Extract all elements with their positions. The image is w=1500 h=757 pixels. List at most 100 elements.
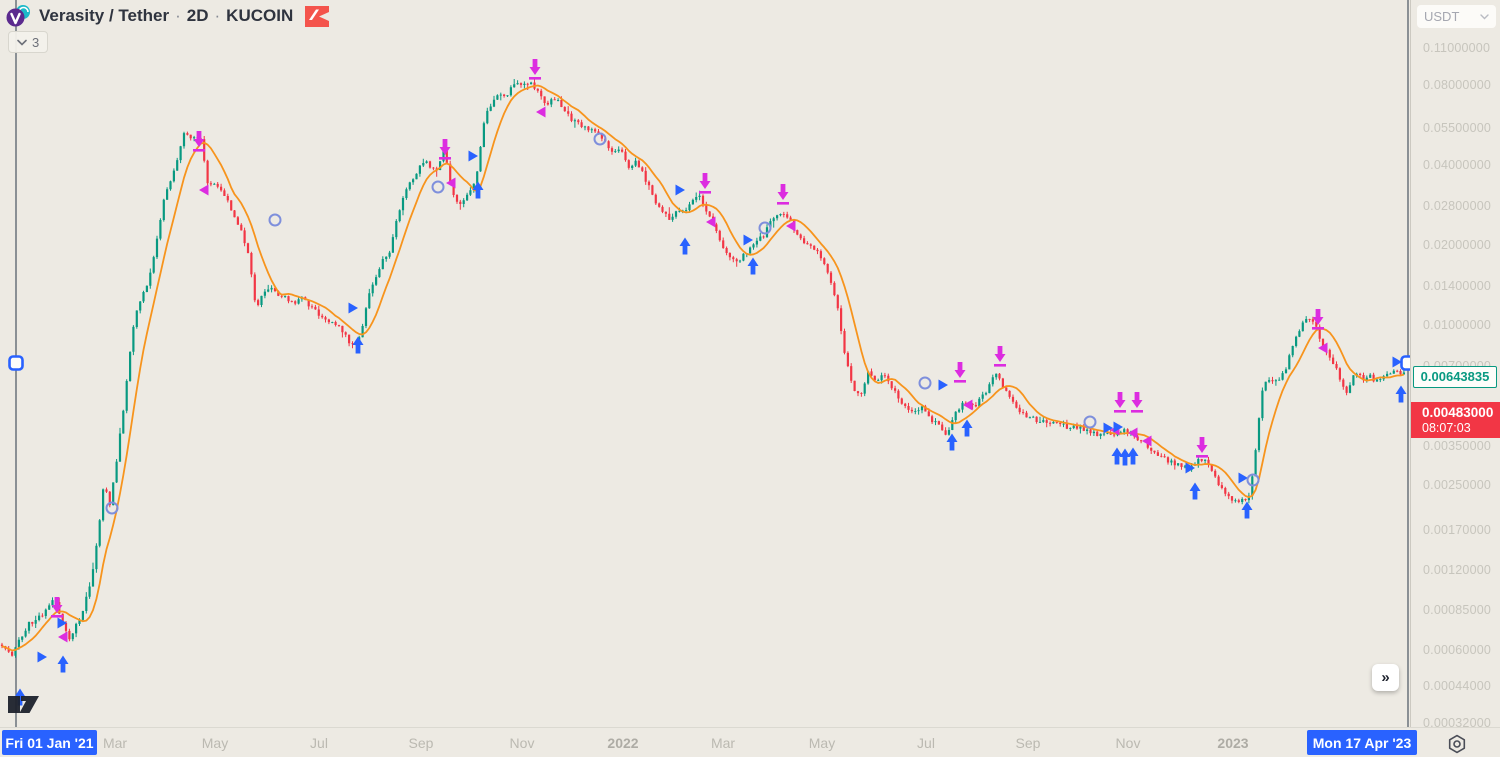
time-axis[interactable]: Mar May Jul Sep Nov 2022 Mar May Jul Sep Nov 2023 F… — [0, 727, 1500, 757]
drawing-drag-handle[interactable] — [8, 355, 24, 371]
currency-label: USDT — [1424, 9, 1460, 24]
drawing-drag-handle[interactable] — [1400, 355, 1411, 371]
price-axis-label: 0.00044000 — [1423, 679, 1492, 694]
buy-arrow-icon — [472, 181, 484, 199]
time-axis-label: Nov — [509, 735, 535, 751]
price-axis-label: 0.00170000 — [1423, 522, 1492, 537]
circle-signal-icon — [105, 501, 119, 515]
buy-arrow-icon — [1127, 447, 1139, 465]
kucoin-logo-icon — [305, 5, 330, 27]
symbol-title[interactable]: Verasity / Tether · 2D · KUCOIN — [39, 6, 293, 26]
circle-signal-icon — [918, 376, 932, 390]
left-triangle-icon — [58, 631, 68, 643]
right-triangle-icon — [675, 184, 685, 196]
price-axis-label: 0.11000000 — [1423, 41, 1491, 55]
sell-exit-arrow-icon — [954, 362, 966, 378]
symbol-name: Verasity / Tether — [39, 6, 170, 25]
price-axis-label: 0.00032000 — [1423, 715, 1492, 730]
separator-dot: · — [175, 6, 181, 25]
right-triangle-icon — [1185, 462, 1195, 474]
right-triangle-icon — [57, 617, 67, 629]
sell-exit-arrow-icon — [439, 139, 451, 155]
left-triangle-icon — [786, 220, 796, 232]
price-axis-label: 0.08000000 — [1423, 77, 1492, 92]
verasity-logo-icon — [6, 4, 32, 28]
time-axis-label: Jul — [917, 735, 935, 751]
interval-label: 2D — [186, 6, 209, 25]
price-axis-label: 0.00085000 — [1423, 602, 1492, 617]
right-triangle-icon — [468, 150, 478, 162]
left-triangle-icon — [1318, 342, 1328, 354]
settings-gear-button[interactable] — [1445, 732, 1469, 756]
price-axis-label: 0.00350000 — [1423, 439, 1492, 454]
sell-signal-icons — [51, 59, 1328, 643]
buy-arrow-icon — [946, 433, 958, 451]
chart-canvas[interactable] — [0, 0, 1410, 727]
buy-arrow-icon — [1395, 385, 1407, 403]
currency-dropdown[interactable]: USDT — [1417, 5, 1496, 28]
sell-exit-arrow-icon — [1131, 392, 1143, 408]
exchange-label: KUCOIN — [226, 6, 294, 25]
circle-signal-icon — [1083, 415, 1097, 429]
chevron-down-icon — [1480, 13, 1489, 20]
buy-arrow-icon — [1119, 448, 1131, 466]
right-triangle-icon — [938, 379, 948, 391]
right-triangle-icon — [1103, 422, 1113, 434]
right-triangle-icon — [348, 302, 358, 314]
separator-dot: · — [214, 6, 221, 25]
countdown-price: 0.00483000 — [1422, 405, 1494, 421]
scroll-to-recent-button[interactable]: » — [1372, 664, 1399, 691]
ma-line — [1, 84, 1405, 652]
left-triangle-icon — [963, 399, 973, 411]
tradingview-logo[interactable] — [6, 690, 48, 715]
last-price-tag: 0.00643835 — [1413, 365, 1497, 388]
time-axis-label: Mar — [102, 735, 128, 751]
time-axis-label: Nov — [1115, 735, 1141, 751]
time-axis-label: Sep — [408, 735, 434, 751]
time-axis-label: May — [808, 735, 836, 751]
price-axis-label: 0.00120000 — [1423, 563, 1492, 578]
countdown-price-tag: 0.00483000 08:07:03 — [1411, 402, 1500, 439]
circle-signal-icon — [1246, 473, 1260, 487]
buy-arrow-icon — [352, 336, 364, 354]
price-axis-label: 0.01400000 — [1423, 279, 1492, 294]
right-triangle-icon — [1113, 421, 1123, 433]
buy-arrow-icon — [57, 655, 69, 673]
circle-signal-icon — [758, 221, 772, 235]
indicators-collapse-button[interactable]: 3 — [8, 31, 49, 53]
buy-arrow-icon — [1241, 501, 1253, 519]
price-axis[interactable]: USDT 0.11000000 0.08000000 0.05500000 0.040… — [1410, 0, 1500, 730]
price-axis-label: 0.02800000 — [1423, 199, 1492, 214]
sell-exit-arrow-icon — [193, 131, 205, 147]
sell-exit-arrow-icon — [1114, 392, 1126, 408]
buy-arrow-icon — [961, 419, 973, 437]
circle-signal-icon — [431, 180, 445, 194]
time-axis-label: Jul — [310, 735, 328, 751]
left-triangle-icon — [1142, 435, 1152, 447]
right-triangle-icon — [37, 651, 47, 663]
circle-signal-icon — [268, 213, 282, 227]
time-axis-label: 2022 — [607, 735, 639, 751]
chevron-down-icon — [17, 39, 27, 46]
price-axis-label: 0.00060000 — [1423, 643, 1492, 658]
sell-exit-arrow-icon — [51, 597, 63, 613]
left-triangle-icon — [446, 177, 456, 189]
sell-exit-arrow-icon — [1312, 309, 1324, 325]
time-axis-label: Sep — [1015, 735, 1041, 751]
indicator-count: 3 — [32, 34, 40, 50]
sell-exit-arrow-icon — [1196, 437, 1208, 453]
left-triangle-icon — [706, 216, 716, 228]
time-axis-label: May — [201, 735, 229, 751]
range-end-tag[interactable]: Mon 17 Apr '23 — [1307, 730, 1417, 755]
range-start-tag[interactable]: Fri 01 Jan '21 — [2, 730, 97, 755]
left-triangle-icon — [1128, 427, 1138, 439]
sell-exit-arrow-icon — [777, 184, 789, 200]
price-axis-label: 0.05500000 — [1423, 121, 1492, 136]
time-axis-label: Mar — [710, 735, 736, 751]
sell-exit-arrow-icon — [529, 59, 541, 75]
buy-arrow-icon — [747, 257, 759, 275]
buy-signal-icons — [14, 150, 1407, 706]
price-axis-label: 0.01000000 — [1423, 318, 1492, 333]
price-axis-label: 0.00250000 — [1423, 478, 1492, 493]
